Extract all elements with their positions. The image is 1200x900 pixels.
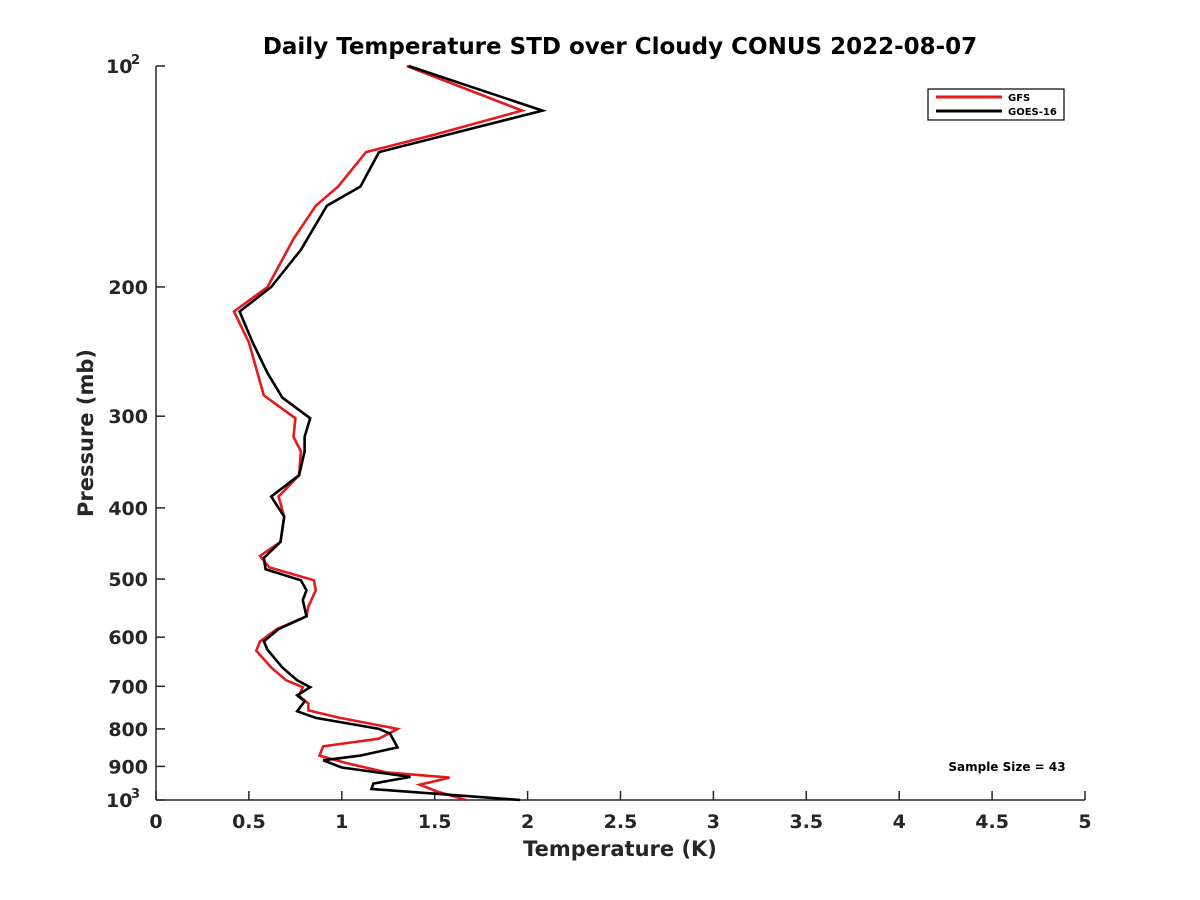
y-tick-label: 700 — [108, 676, 148, 698]
legend-label-goes16: GOES-16 — [1008, 107, 1057, 118]
x-tick-label: 3.5 — [789, 811, 823, 833]
series-line-gfs — [232, 64, 527, 802]
y-tick-label: 10 — [106, 56, 132, 78]
chart-title: Daily Temperature STD over Cloudy CONUS … — [263, 34, 977, 60]
y-tick-label: 800 — [108, 719, 148, 741]
x-tick-label: 0.5 — [232, 811, 266, 833]
x-tick-label: 3 — [707, 811, 720, 833]
y-tick-label: 600 — [108, 627, 148, 649]
x-tick-label: 2.5 — [604, 811, 638, 833]
x-tick-label: 4 — [893, 811, 906, 833]
y-tick-label: 200 — [108, 277, 148, 299]
y-tick-exponent: 2 — [131, 53, 140, 68]
y-tick-label: 300 — [108, 406, 148, 428]
x-tick-label: 1 — [335, 811, 348, 833]
x-tick-label: 0 — [149, 811, 162, 833]
x-tick-label: 1.5 — [418, 811, 452, 833]
y-tick-label: 500 — [108, 569, 148, 591]
y-axis-title: Pressure (mb) — [74, 349, 98, 517]
y-tick-label: 400 — [108, 498, 148, 520]
y-tick-label: 900 — [108, 756, 148, 778]
y-tick-exponent: 3 — [131, 787, 140, 802]
x-tick-label: 2 — [521, 811, 534, 833]
sample-size-annotation: Sample Size = 43 — [948, 760, 1065, 774]
series-line-goes16 — [238, 64, 548, 802]
x-tick-label: 5 — [1078, 811, 1091, 833]
y-tick-label: 10 — [106, 790, 132, 812]
legend-label-gfs: GFS — [1008, 93, 1030, 104]
x-tick-label: 4.5 — [975, 811, 1009, 833]
plot-area: 0 0.5 1 1.5 2 2.5 3 3.5 4 4.5 51022003004005006007… — [106, 53, 1092, 833]
legend-box — [927, 88, 1065, 121]
x-axis-title: Temperature (K) — [523, 837, 717, 861]
legend: GFS GOES-16 — [927, 88, 1065, 121]
